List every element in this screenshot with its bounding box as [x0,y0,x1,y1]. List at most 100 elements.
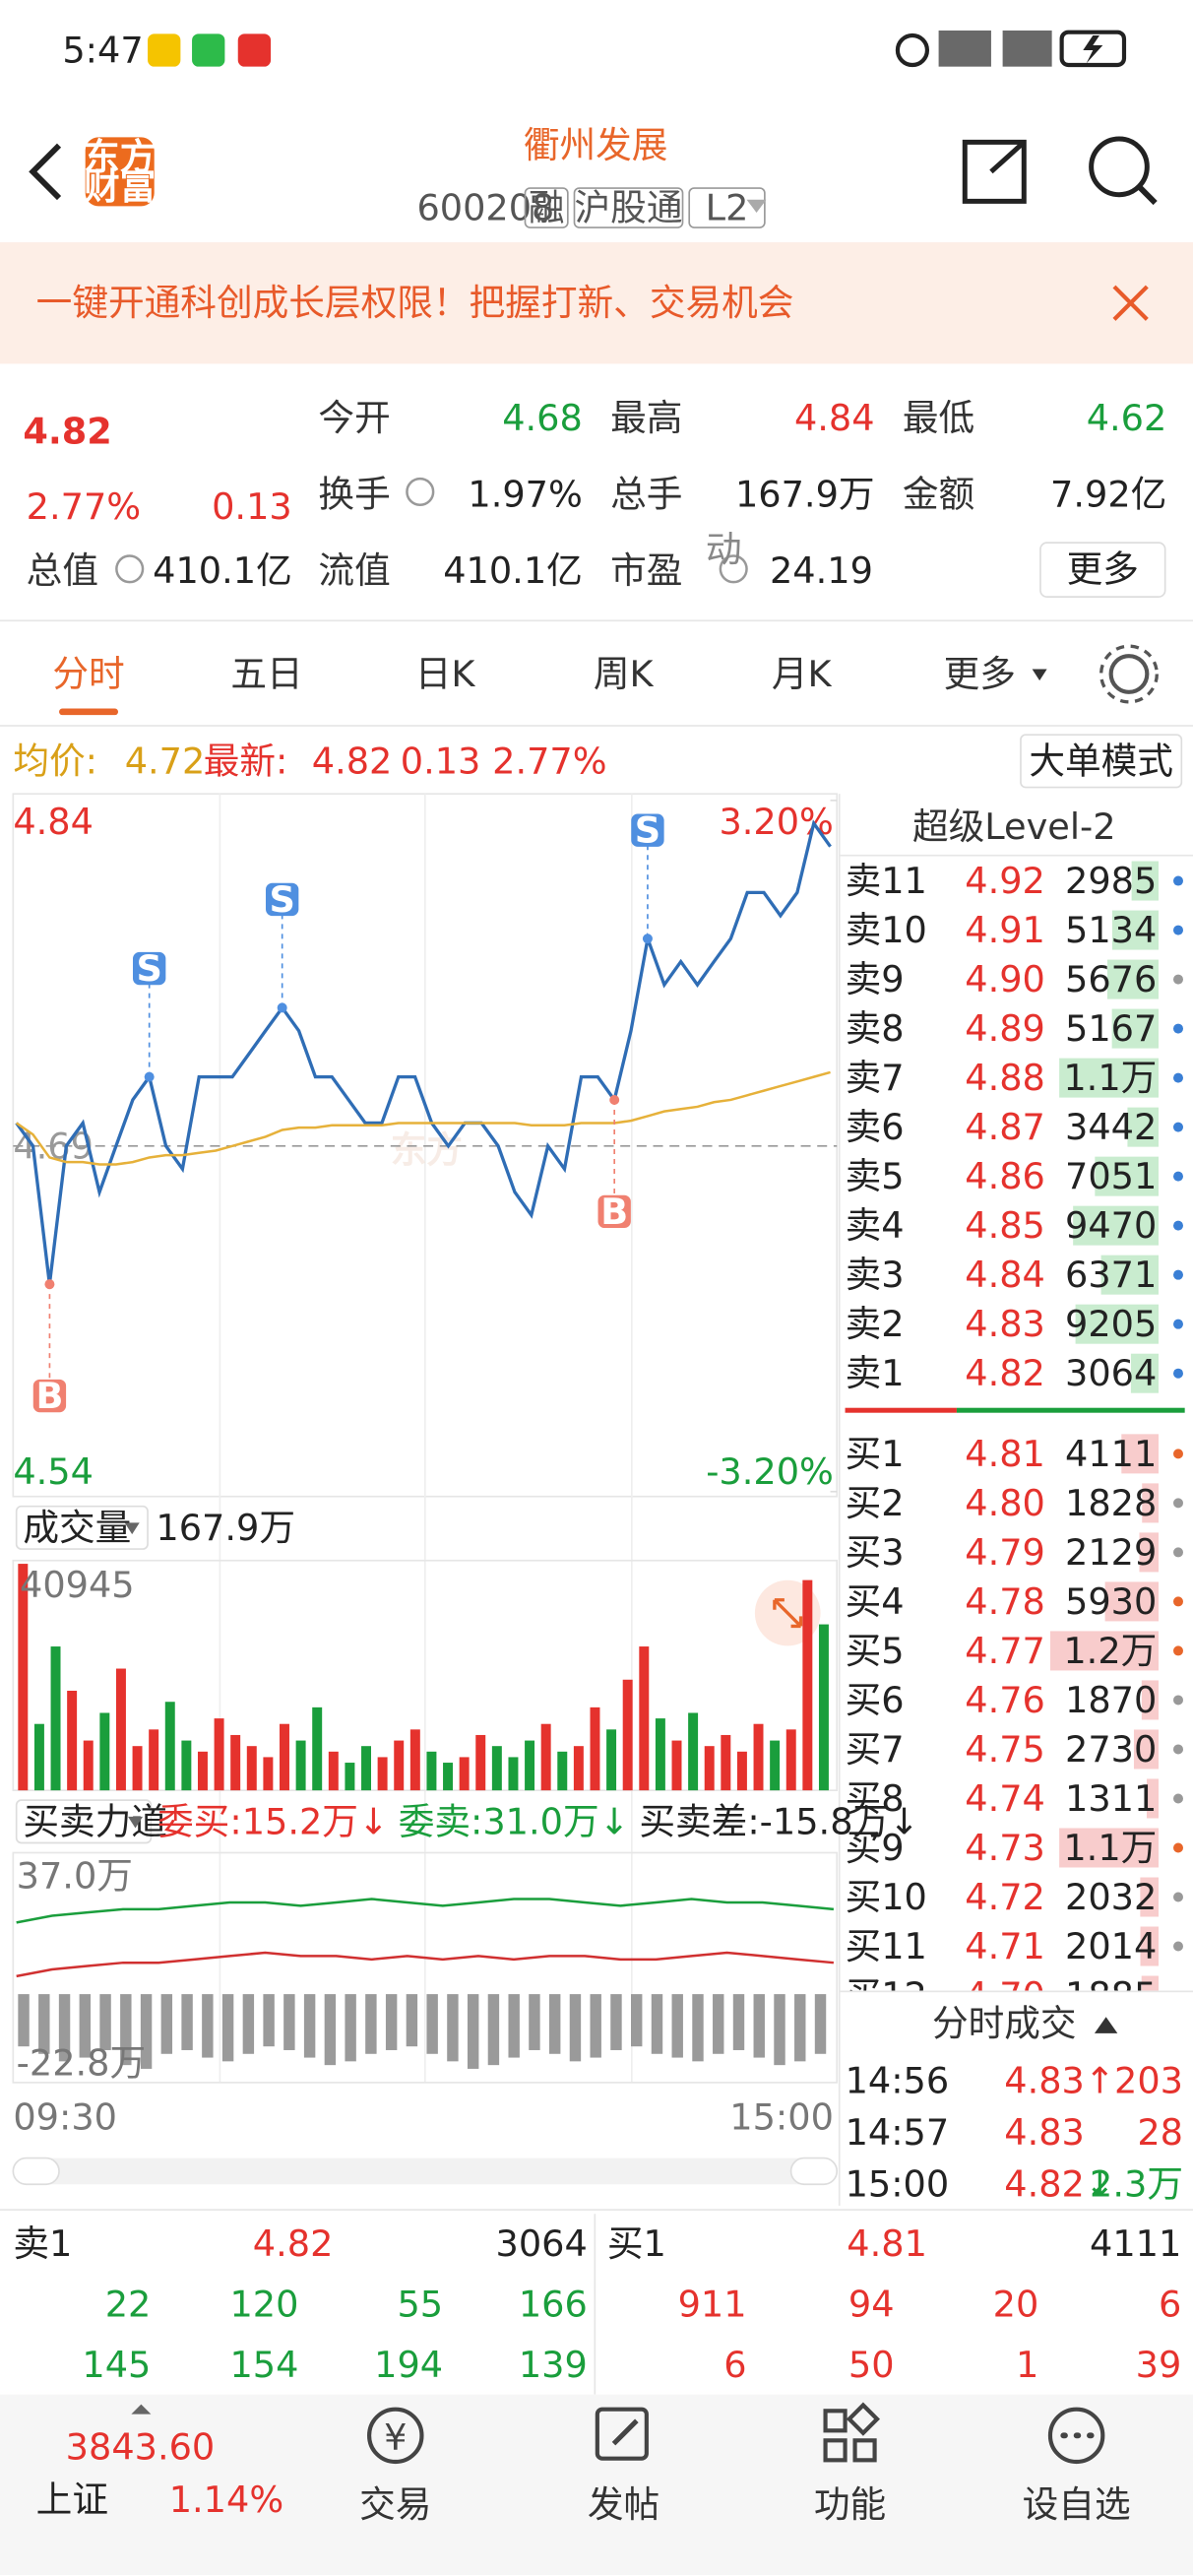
search-handle [1136,184,1158,206]
level-volume: 4111 [1065,1433,1157,1475]
avg-label: 均价: [13,740,97,782]
flow-bar [590,1994,601,2058]
level-volume: 2730 [1065,1728,1157,1771]
tab[interactable]: 五日 [230,653,302,695]
level-dot [1172,1547,1183,1558]
flow-bar [221,1994,234,2062]
nav-label[interactable]: 功能 [814,2483,886,2526]
last-value: 4.82 [312,740,393,782]
nav-icon-pen [611,2418,639,2446]
flow-bar [406,1994,418,2047]
volume-selector[interactable] [15,1505,149,1550]
marker-badge [597,1194,631,1229]
flow-bar [365,1994,377,2054]
back-button[interactable] [29,143,62,201]
flow-bar [426,1994,438,2054]
flow-bar [263,1994,275,2047]
volume-bar [770,1740,781,1791]
y-tick-label: 40945 [20,1564,135,1606]
level-price: 4.81 [965,1433,1045,1475]
info-icon[interactable] [406,477,435,507]
level-dot [1172,1744,1183,1755]
scroll-handle[interactable] [789,2157,839,2186]
level-price: 4.90 [965,958,1045,1000]
series-line [15,819,832,1285]
flow-selector[interactable] [15,1799,153,1844]
trades-title[interactable]: 分时成交 [932,2002,1077,2044]
tab[interactable]: 月K [772,653,833,695]
tab[interactable]: 更多 [944,653,1016,695]
divider [840,1990,1193,1993]
field-value: 167.9万 [735,473,875,515]
tags: 融沪股通 L2 [524,187,766,229]
dropdown-icon [128,1816,144,1829]
nav-icon [367,2407,424,2465]
settings-button[interactable] [1108,654,1150,694]
mode-button[interactable] [1020,734,1183,789]
y-tick-label: 4.54 [13,1450,94,1493]
volume-bar [1104,1581,1159,1622]
volume-bar [1146,1778,1159,1819]
share-button[interactable] [962,139,1027,204]
y-tick-label: 4.69 [13,1125,94,1167]
volume-bar [426,1751,437,1791]
price-change: 0.13 [212,485,292,528]
level-name: 买8 [846,1777,905,1820]
nav-label[interactable]: 发帖 [588,2483,659,2526]
volume-bar [1111,1008,1159,1049]
nav-items: 交易 发帖 功能 设自选 [359,2483,1130,2526]
y-tick-label: 4.84 [13,801,94,843]
level-price: 4.85 [965,1204,1045,1247]
nav-label[interactable]: 设自选 [1023,2483,1131,2526]
search-button[interactable] [1089,136,1150,198]
level-volume: 3064 [1065,1352,1157,1394]
tab[interactable]: 分时 [52,653,124,695]
time-end: 15:00 [729,2095,834,2138]
flow-bar [671,1994,683,2058]
dropdown-icon[interactable] [746,199,767,214]
marker-label: S [136,947,161,990]
avg-value: 4.72 [125,740,206,782]
volume-bar [1139,1532,1159,1573]
info-icon[interactable] [115,554,145,584]
volume-bar [246,1746,257,1791]
level-name: 买11 [846,1925,927,1967]
level-dot [1172,1319,1183,1329]
trade-time: 15:00 [846,2163,950,2206]
flow-bar [38,1994,50,2054]
tab[interactable]: 周K [594,653,655,695]
scrollbar[interactable] [13,2157,838,2185]
field-value: 410.1亿 [443,549,583,592]
volume-bar [18,1564,29,1791]
battery-bolt [1083,34,1103,64]
banner[interactable] [0,242,1193,364]
volume-bar [508,1757,519,1791]
trade-time: 14:56 [846,2060,950,2102]
level-dot [1172,1941,1183,1952]
more-button[interactable] [1039,542,1166,598]
volume-bar [540,1723,551,1791]
index-value[interactable]: 3843.60 [66,2425,216,2468]
flow-bar [508,1994,520,2058]
banner-close[interactable] [1112,285,1149,321]
status-time: 5:47 [62,29,143,71]
y-tick-label: 37.0万 [17,1854,133,1897]
tag-box [688,187,766,228]
logo-text: 财富 [84,165,156,208]
scroll-handle[interactable] [12,2157,60,2186]
volume-bar [1131,861,1159,901]
last-price: 4.82 [23,410,111,452]
volume-bar [622,1679,633,1791]
flow-bar [692,1994,704,2062]
flow-bar [18,1994,30,2047]
order-cell: 22 [105,2283,152,2325]
nav-label[interactable]: 交易 [359,2483,431,2526]
settings-gear [1099,644,1159,704]
level-name: 买4 [846,1580,905,1623]
tab[interactable]: 日K [415,653,476,695]
info-icon[interactable] [719,554,748,584]
volume-bar [1133,1729,1159,1770]
nav-icon [1047,2407,1105,2465]
level-volume: 3442 [1065,1106,1157,1148]
flow-bar [467,1994,479,2069]
